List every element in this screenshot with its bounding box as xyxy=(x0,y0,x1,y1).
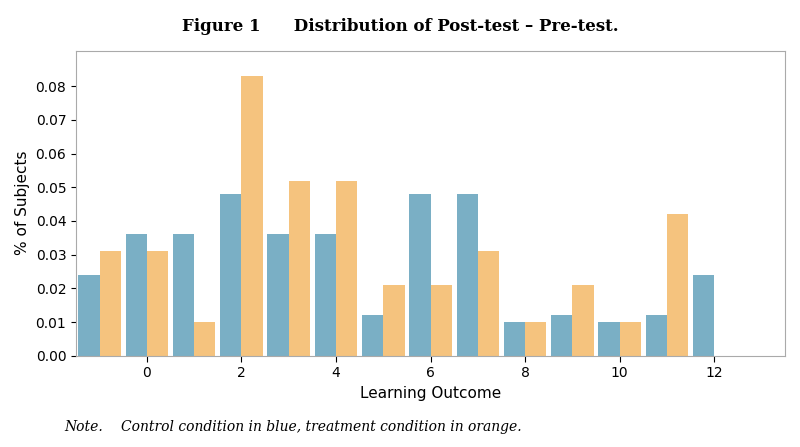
Bar xyxy=(383,285,405,356)
Bar xyxy=(147,251,168,356)
Bar xyxy=(242,76,262,356)
Bar xyxy=(100,251,121,356)
Y-axis label: % of Subjects: % of Subjects xyxy=(15,151,30,256)
Bar xyxy=(478,251,499,356)
Bar xyxy=(126,234,147,356)
Bar xyxy=(220,194,242,356)
Bar xyxy=(619,322,641,356)
Bar xyxy=(430,285,452,356)
X-axis label: Learning Outcome: Learning Outcome xyxy=(360,386,501,401)
Bar xyxy=(194,322,215,356)
Bar xyxy=(646,315,667,356)
Bar xyxy=(173,234,194,356)
Bar xyxy=(693,275,714,356)
Bar xyxy=(336,181,358,356)
Text: Figure 1  Distribution of Post-test – Pre-test.: Figure 1 Distribution of Post-test – Pre… xyxy=(182,18,618,35)
Bar xyxy=(78,275,100,356)
Bar xyxy=(504,322,525,356)
Bar xyxy=(667,214,688,356)
Text: Note.  Control condition in blue, treatment condition in orange.: Note. Control condition in blue, treatme… xyxy=(64,420,522,434)
Bar xyxy=(457,194,478,356)
Bar xyxy=(410,194,430,356)
Bar xyxy=(598,322,619,356)
Bar xyxy=(551,315,572,356)
Bar xyxy=(362,315,383,356)
Bar xyxy=(525,322,546,356)
Bar xyxy=(267,234,289,356)
Bar xyxy=(314,234,336,356)
Bar xyxy=(289,181,310,356)
Bar xyxy=(572,285,594,356)
